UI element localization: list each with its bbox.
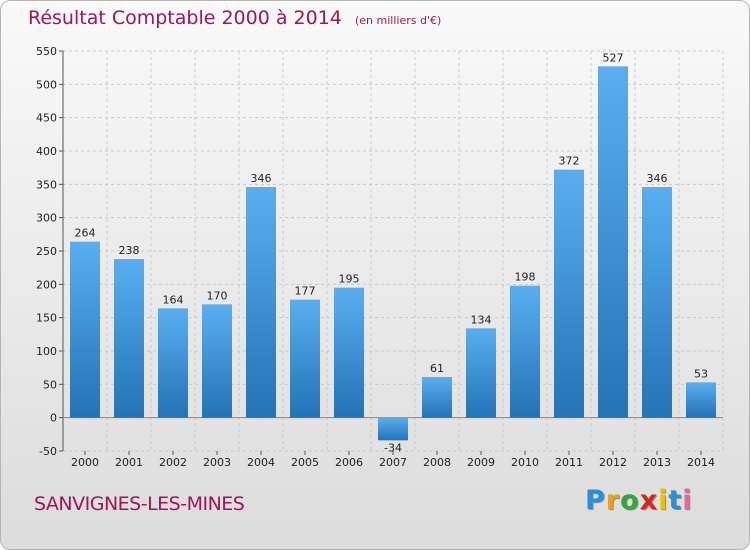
data-label: 53 — [694, 367, 708, 380]
chart-title: Résultat Comptable 2000 à 2014 (en milli… — [28, 7, 441, 29]
x-tick-label: 2014 — [687, 456, 715, 469]
x-tick-label: 2009 — [467, 456, 495, 469]
proxiti-logo[interactable]: Proxiti — [585, 485, 693, 516]
y-tick-label: 50 — [43, 378, 57, 391]
x-tick-label: 2004 — [247, 456, 275, 469]
data-label: 170 — [207, 289, 228, 302]
bar — [290, 299, 320, 418]
bar — [378, 417, 408, 441]
data-label: 198 — [515, 271, 536, 284]
bar — [466, 328, 496, 418]
data-label: 346 — [647, 172, 668, 185]
logo-letter: t — [668, 485, 683, 516]
y-tick-label: 0 — [50, 412, 57, 425]
bar — [70, 241, 100, 418]
bar — [202, 304, 232, 418]
data-label: 264 — [75, 227, 96, 240]
logo-letter: o — [620, 485, 640, 516]
data-label: 177 — [295, 285, 316, 298]
x-tick-label: 2011 — [555, 456, 583, 469]
logo-letter: i — [658, 485, 669, 516]
bar — [422, 377, 452, 418]
logo-letter: r — [605, 485, 621, 516]
y-tick-label: -50 — [39, 445, 57, 458]
data-label: 134 — [471, 313, 492, 326]
y-tick-label: 100 — [36, 345, 57, 358]
logo-letter: P — [585, 485, 606, 516]
y-tick-label: 250 — [36, 245, 57, 258]
y-tick-label: 200 — [36, 278, 57, 291]
data-label: 238 — [119, 244, 140, 257]
bar — [114, 259, 144, 418]
bar — [334, 287, 364, 418]
x-tick-label: 2007 — [379, 456, 407, 469]
x-tick-label: 2002 — [159, 456, 187, 469]
bar — [642, 187, 672, 418]
logo-letter: x — [639, 485, 659, 516]
bar — [554, 169, 584, 418]
y-tick-label: 350 — [36, 178, 57, 191]
title-main: Résultat Comptable 2000 à 2014 — [28, 7, 342, 29]
bar — [598, 66, 628, 418]
data-label: 346 — [251, 172, 272, 185]
data-label: -34 — [384, 441, 402, 454]
y-tick-label: 300 — [36, 212, 57, 225]
x-tick-label: 2003 — [203, 456, 231, 469]
commune-name: SANVIGNES-LES-MINES — [34, 493, 245, 515]
y-tick-label: 400 — [36, 145, 57, 158]
bar — [686, 382, 716, 418]
y-tick-label: 450 — [36, 112, 57, 125]
x-tick-label: 2010 — [511, 456, 539, 469]
bar — [158, 308, 188, 418]
bars — [70, 66, 716, 441]
title-unit: (en milliers d'€) — [354, 14, 442, 27]
data-label: 61 — [430, 362, 444, 375]
y-tick-label: 550 — [36, 45, 57, 58]
bar — [510, 285, 540, 418]
x-tick-label: 2001 — [115, 456, 143, 469]
logo-letter: i — [682, 485, 693, 516]
data-label: 527 — [603, 51, 624, 64]
data-label: 195 — [339, 273, 360, 286]
x-tick-label: 2008 — [423, 456, 451, 469]
axes: -50 0 50 100 150 200 250 300 350 400 450 500 550 2000… — [36, 45, 723, 469]
x-tick-label: 2013 — [643, 456, 671, 469]
x-tick-label: 2000 — [71, 456, 99, 469]
data-labels: 264 238 164 170 346 177 195 -34 61 134 198 372 527 34… — [75, 51, 709, 454]
data-label: 372 — [559, 155, 580, 168]
x-tick-label: 2005 — [291, 456, 319, 469]
y-tick-label: 500 — [36, 78, 57, 91]
x-tick-label: 2006 — [335, 456, 363, 469]
bar — [246, 187, 276, 418]
y-tick-label: 150 — [36, 312, 57, 325]
data-label: 164 — [163, 293, 184, 306]
x-tick-label: 2012 — [599, 456, 627, 469]
